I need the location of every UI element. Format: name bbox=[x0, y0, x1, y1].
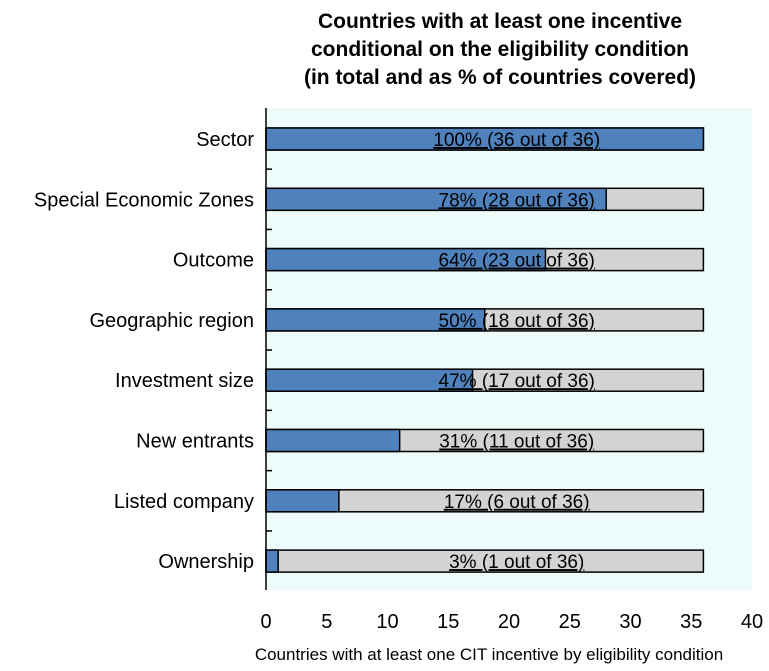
x-tick-label: 20 bbox=[498, 611, 520, 633]
chart-title: Countries with at least one incentive co… bbox=[250, 8, 750, 92]
category-label: Special Economic Zones bbox=[34, 189, 254, 211]
x-tick-label: 40 bbox=[741, 611, 763, 633]
x-tick-label: 35 bbox=[680, 611, 702, 633]
x-axis-label: Countries with at least one CIT incentiv… bbox=[255, 645, 723, 664]
data-label: 31% (11 out of 36) bbox=[439, 432, 594, 453]
data-label: 50% (18 out of 36) bbox=[439, 311, 595, 332]
data-label: 17% (6 out of 36) bbox=[444, 492, 590, 513]
x-tick-label: 25 bbox=[559, 611, 581, 633]
data-label: 100% (36 out of 36) bbox=[433, 130, 600, 151]
x-tick-label: 10 bbox=[376, 611, 398, 633]
axis-layer: Sector Special Economic Zones Outcome Geogr… bbox=[34, 108, 763, 633]
data-label: 64% (23 out of 36) bbox=[439, 251, 595, 272]
category-label: Sector bbox=[196, 129, 254, 151]
category-label: Listed company bbox=[114, 491, 254, 513]
category-label: New entrants bbox=[136, 431, 254, 453]
chart-title-line-1: Countries with at least one incentive bbox=[317, 10, 683, 33]
x-tick-label: 5 bbox=[321, 611, 332, 633]
x-tick-label: 0 bbox=[260, 611, 271, 633]
chart-title-line-2: conditional on the eligibility condition bbox=[311, 38, 689, 61]
data-label: 47% (17 out of 36) bbox=[439, 371, 595, 392]
chart-title-line-3: (in total and as % of countries covered) bbox=[303, 66, 697, 89]
category-label: Geographic region bbox=[89, 310, 254, 332]
data-label: 3% (1 out of 36) bbox=[449, 552, 584, 573]
value-bar bbox=[265, 549, 279, 573]
x-tick-label: 30 bbox=[619, 611, 641, 633]
bars-layer: 100% (36 out of 36) 78% (28 out of 36) 64%… bbox=[265, 127, 705, 573]
value-bar bbox=[265, 428, 401, 453]
category-label: Ownership bbox=[158, 551, 254, 573]
x-tick-label: 15 bbox=[437, 611, 459, 633]
category-label: Investment size bbox=[115, 370, 254, 392]
value-bar bbox=[265, 489, 340, 513]
data-label: 78% (28 out of 36) bbox=[439, 190, 595, 211]
category-label: Outcome bbox=[173, 250, 254, 272]
plot-area bbox=[266, 108, 752, 590]
